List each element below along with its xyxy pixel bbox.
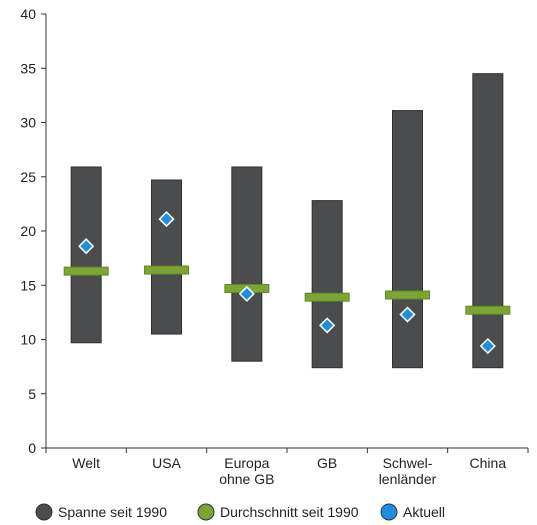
x-tick-label: Europa ohne GB — [219, 455, 274, 487]
current-marker — [479, 337, 496, 355]
average-marker — [144, 265, 189, 275]
current-marker — [319, 317, 336, 334]
x-tick-label: USA — [152, 455, 181, 471]
y-tick-label: 20 — [20, 223, 36, 239]
y-tick-label: 30 — [20, 115, 36, 131]
legend-swatch — [197, 503, 215, 521]
average-marker — [465, 305, 511, 315]
y-tick-label: 25 — [20, 169, 36, 185]
x-tick-label: Schwel-lenländer — [379, 455, 437, 487]
x-tick-label: GB — [317, 455, 337, 471]
range-bar — [70, 166, 102, 344]
y-tick-label: 5 — [28, 386, 36, 402]
y-tick-label: 40 — [20, 6, 36, 22]
x-tick-label: Welt — [72, 455, 100, 471]
y-tick-label: 0 — [28, 440, 36, 456]
current-marker — [238, 285, 255, 302]
range-bar — [151, 179, 182, 335]
legend-swatch — [380, 503, 398, 521]
x-tick-label: China — [470, 455, 507, 471]
average-marker — [385, 290, 430, 300]
legend-label: Durchschnitt seit 1990 — [220, 504, 359, 520]
average-marker — [304, 292, 350, 302]
current-marker — [399, 306, 416, 323]
legend-label: Aktuell — [403, 504, 445, 520]
current-marker — [78, 238, 95, 255]
y-tick-label: 15 — [20, 277, 36, 293]
y-tick-label: 35 — [20, 60, 36, 76]
average-marker — [63, 266, 109, 276]
y-tick-label: 10 — [20, 332, 36, 348]
range-bar — [392, 110, 423, 369]
legend-swatch — [35, 503, 53, 521]
current-marker — [158, 211, 175, 228]
range-bar — [231, 166, 263, 362]
range-bar — [311, 200, 343, 369]
range-bar — [472, 73, 504, 369]
legend-label: Spanne seit 1990 — [58, 504, 167, 520]
